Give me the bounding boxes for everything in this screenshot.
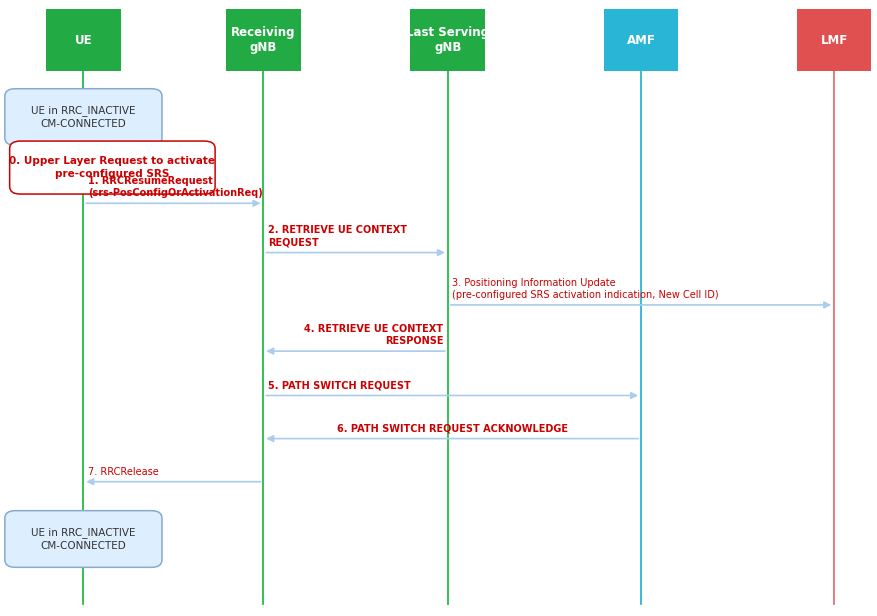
Text: UE in RRC_INACTIVE
CM-CONNECTED: UE in RRC_INACTIVE CM-CONNECTED xyxy=(31,527,136,551)
Text: 2. RETRIEVE UE CONTEXT
REQUEST: 2. RETRIEVE UE CONTEXT REQUEST xyxy=(267,225,406,248)
Text: UE: UE xyxy=(75,33,92,47)
FancyBboxPatch shape xyxy=(410,9,484,71)
Text: 7. RRCRelease: 7. RRCRelease xyxy=(88,467,159,477)
FancyBboxPatch shape xyxy=(603,9,677,71)
FancyBboxPatch shape xyxy=(46,9,121,71)
Text: 1. RRCResumeRequest
(srs-PosConfigOrActivationReq): 1. RRCResumeRequest (srs-PosConfigOrActi… xyxy=(88,176,262,198)
Text: 3. Positioning Information Update
(pre-configured SRS activation indication, New: 3. Positioning Information Update (pre-c… xyxy=(452,278,718,300)
FancyBboxPatch shape xyxy=(5,511,161,567)
FancyBboxPatch shape xyxy=(226,9,300,71)
Text: Receiving
gNB: Receiving gNB xyxy=(231,26,296,54)
FancyBboxPatch shape xyxy=(5,89,161,145)
Text: 5. PATH SWITCH REQUEST: 5. PATH SWITCH REQUEST xyxy=(267,381,410,391)
Text: LMF: LMF xyxy=(819,33,847,47)
Text: 0. Upper Layer Request to activate
pre-configured SRS: 0. Upper Layer Request to activate pre-c… xyxy=(10,156,215,179)
Text: AMF: AMF xyxy=(626,33,654,47)
Text: Last Serving
gNB: Last Serving gNB xyxy=(406,26,488,54)
Text: UE in RRC_INACTIVE
CM-CONNECTED: UE in RRC_INACTIVE CM-CONNECTED xyxy=(31,105,136,129)
FancyBboxPatch shape xyxy=(796,9,870,71)
FancyBboxPatch shape xyxy=(10,141,215,194)
Text: 6. PATH SWITCH REQUEST ACKNOWLEDGE: 6. PATH SWITCH REQUEST ACKNOWLEDGE xyxy=(336,424,567,434)
Text: 4. RETRIEVE UE CONTEXT
RESPONSE: 4. RETRIEVE UE CONTEXT RESPONSE xyxy=(304,324,443,346)
